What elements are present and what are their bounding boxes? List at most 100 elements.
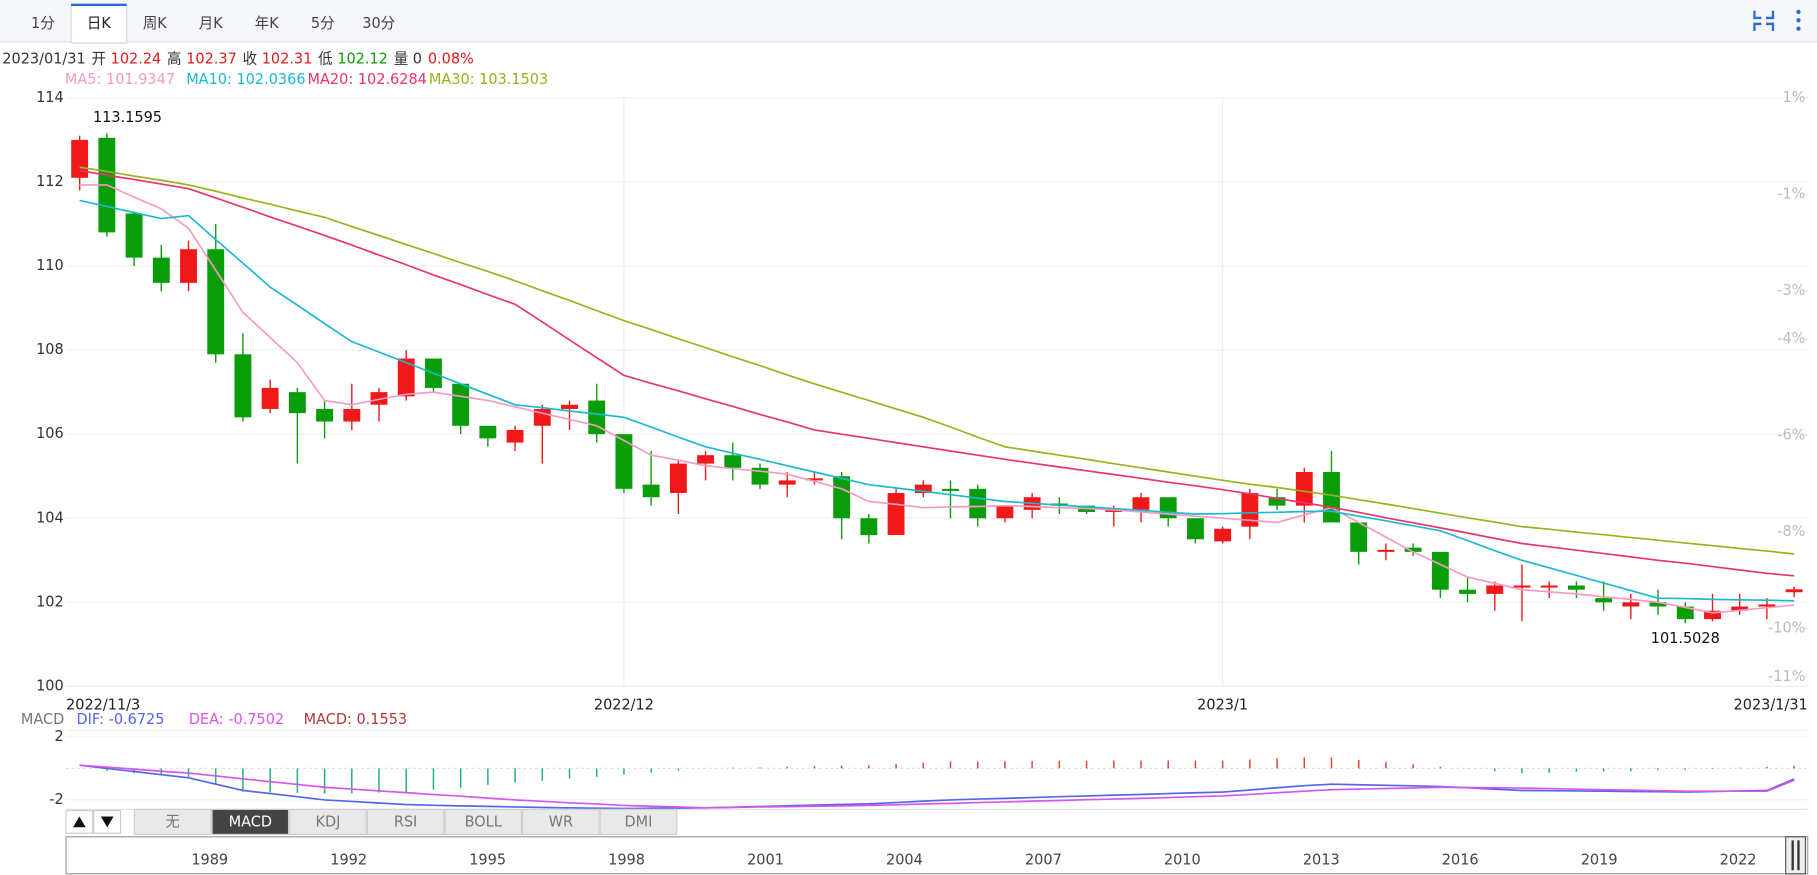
- more-icon[interactable]: [1796, 9, 1801, 31]
- candle-body: [1459, 589, 1476, 594]
- navigator-year: 1992: [330, 852, 367, 869]
- navigator[interactable]: [65, 836, 1809, 875]
- legend-name: DEA:: [189, 711, 224, 728]
- indicator-button[interactable]: [522, 808, 600, 836]
- y2-tick-label: -8%: [1777, 523, 1805, 540]
- min-annotation: 101.5028: [1651, 630, 1720, 647]
- y-tick-label: -2: [49, 791, 63, 808]
- macd-line: [79, 764, 1795, 809]
- legend-entry: DIF: -0.6725: [76, 711, 164, 728]
- open-value: 102.24: [111, 51, 162, 68]
- indicator-button[interactable]: [133, 808, 212, 836]
- legend-entry: MA30: 103.1503: [429, 71, 548, 88]
- tab-active[interactable]: [70, 4, 128, 44]
- legend-name: MA5:: [65, 71, 101, 88]
- y2-tick-label: -3%: [1777, 282, 1805, 299]
- macd-title: MACD: [21, 711, 64, 728]
- candle-body: [833, 476, 851, 519]
- candle-body: [1567, 585, 1585, 590]
- navigator-year: 1995: [469, 852, 506, 869]
- up-arrow: [73, 816, 86, 828]
- indicator-button[interactable]: [211, 808, 290, 836]
- collapse-icon[interactable]: [1753, 10, 1775, 32]
- low-value: 102.12: [337, 51, 388, 68]
- y2-tick-label: -4%: [1777, 330, 1805, 347]
- legend-name: MA10:: [186, 71, 232, 88]
- candle-body: [996, 505, 1014, 519]
- y-tick-label: 100: [36, 677, 64, 694]
- candle-body: [288, 392, 306, 414]
- candle-body: [1132, 497, 1150, 510]
- legend-value: 102.0366: [237, 71, 306, 88]
- y-tick-label: 2: [55, 728, 64, 745]
- candle-body: [914, 484, 932, 494]
- label: 低: [318, 51, 333, 68]
- candle-body: [669, 463, 687, 494]
- candle-body: [180, 249, 197, 283]
- navigator-year: 2022: [1720, 852, 1757, 869]
- candle-body: [1295, 472, 1313, 506]
- navigator-year: 1989: [191, 852, 228, 869]
- max-annotation: 113.1595: [93, 109, 162, 126]
- y2-tick-label: -6%: [1777, 426, 1805, 443]
- candle-body: [1676, 606, 1694, 620]
- candle-body: [479, 425, 497, 439]
- candle-body: [1649, 602, 1667, 607]
- legend-value: -0.7502: [228, 711, 284, 728]
- tab: 1分: [31, 15, 55, 32]
- info-line: 2023/01/31 开 102.24 高 102.37 收 102.31 低 102.12 量 0…: [2, 51, 474, 68]
- navigator-handle[interactable]: [1785, 836, 1806, 875]
- indicator-button[interactable]: [366, 808, 445, 836]
- y2-tick-label: -10%: [1768, 619, 1805, 636]
- y-tick-label: 106: [36, 425, 64, 442]
- tab: 5分: [311, 15, 335, 32]
- x-tick-label: 2022/12: [594, 696, 654, 713]
- candle-body: [343, 408, 361, 422]
- navigator-year: 2007: [1025, 852, 1062, 869]
- legend-value: 103.1503: [479, 71, 548, 88]
- candle-body: [1214, 528, 1232, 542]
- candle-body: [533, 408, 551, 426]
- tab: 月K: [199, 15, 223, 32]
- navigator-year: 2016: [1442, 852, 1479, 869]
- candle-body: [805, 478, 823, 481]
- indicator-button[interactable]: [289, 808, 367, 836]
- tab: 日K: [87, 15, 111, 32]
- navigator-year: 1998: [608, 852, 645, 869]
- label: 高: [167, 51, 181, 68]
- tab: 30分: [362, 15, 395, 32]
- label: 收: [243, 51, 258, 68]
- y-tick-label: 104: [36, 509, 64, 526]
- indicator-label: KDJ: [315, 813, 340, 830]
- candle-body: [207, 249, 225, 355]
- indicator-button[interactable]: [444, 808, 523, 836]
- candle-body: [370, 392, 388, 405]
- candle-body: [1758, 604, 1776, 607]
- candle-body: [969, 488, 987, 519]
- change-value: 0.08%: [428, 51, 474, 68]
- legend-value: 0.1553: [356, 711, 407, 728]
- navigator-year: 2010: [1164, 852, 1201, 869]
- y2-tick-label: -11%: [1768, 668, 1805, 685]
- down-arrow: [100, 816, 114, 828]
- candle-body: [1785, 589, 1803, 593]
- candle-body: [588, 400, 606, 435]
- navigator-year: 2001: [747, 852, 784, 869]
- y2-tick-label: -1%: [1777, 185, 1805, 202]
- candle-body: [724, 455, 742, 468]
- candle-body: [261, 387, 279, 409]
- candle-body: [125, 213, 143, 258]
- label: 量: [394, 51, 409, 68]
- candle-body: [316, 408, 334, 422]
- candle-body: [887, 493, 905, 536]
- candle-body: [234, 354, 252, 418]
- volume-value: 0: [413, 51, 422, 68]
- indicator-button[interactable]: [599, 808, 678, 836]
- candle-body: [860, 518, 878, 536]
- ma-line: [79, 169, 1795, 577]
- tab: 年K: [255, 15, 279, 32]
- legend-name: MA30:: [429, 71, 475, 88]
- legend-name: DIF:: [76, 711, 103, 728]
- macd-line: [79, 764, 1795, 810]
